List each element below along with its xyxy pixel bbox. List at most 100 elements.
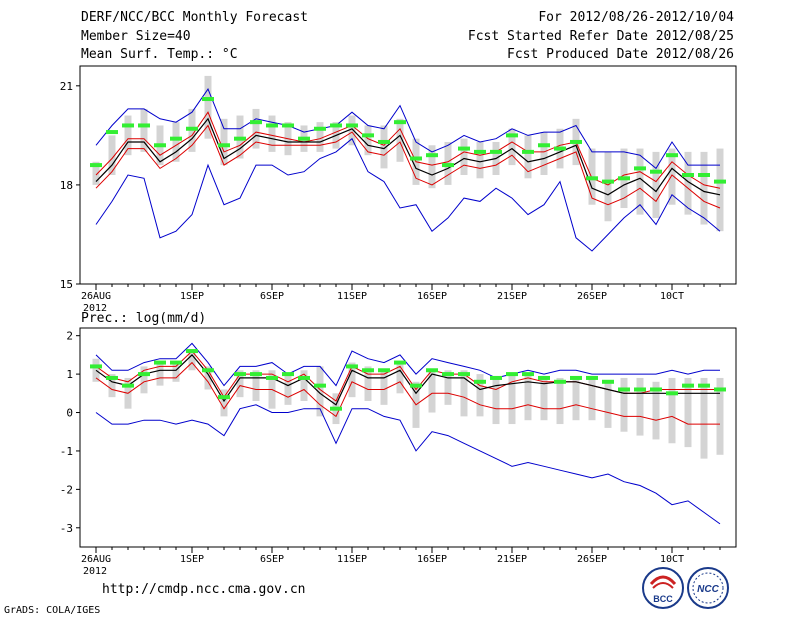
precipitation-spread-box bbox=[540, 377, 548, 421]
precipitation-climatology-marker bbox=[266, 375, 278, 380]
precipitation-climatology-marker bbox=[522, 372, 534, 377]
precipitation-ytick-label: -2 bbox=[60, 483, 73, 496]
precipitation-climatology-marker bbox=[474, 379, 486, 384]
precipitation-xtick-label: 26AUG bbox=[81, 554, 111, 565]
temperature-climatology-marker bbox=[298, 136, 310, 141]
temperature-climatology-marker bbox=[490, 149, 502, 154]
precipitation-spread-box bbox=[252, 370, 260, 401]
temperature-spread-box bbox=[108, 135, 116, 175]
temperature-climatology-marker bbox=[474, 149, 486, 154]
precipitation-spread-box bbox=[620, 377, 628, 432]
precipitation-spread-box bbox=[172, 362, 180, 382]
temperature-spread-box bbox=[604, 151, 612, 222]
temperature-spread-box bbox=[92, 161, 100, 185]
precipitation-xtick-label: 26SEP bbox=[577, 554, 607, 565]
temperature-climatology-marker bbox=[346, 123, 358, 128]
temperature-climatology-marker bbox=[442, 163, 454, 168]
temperature-spread-box bbox=[476, 141, 484, 179]
precipitation-climatology-marker bbox=[202, 368, 214, 373]
temperature-min-line bbox=[95, 137, 721, 252]
precipitation-spread-box bbox=[316, 366, 324, 417]
temperature-climatology-marker bbox=[394, 120, 406, 125]
temperature-spread-box bbox=[204, 75, 212, 139]
precipitation-spread-box bbox=[204, 366, 212, 390]
precipitation-climatology-marker bbox=[186, 349, 198, 354]
precipitation-climatology-marker bbox=[378, 368, 390, 373]
temperature-spread-box bbox=[668, 148, 676, 205]
precipitation-climatology-marker bbox=[618, 387, 630, 392]
temperature-climatology-marker bbox=[714, 179, 726, 184]
temperature-climatology-marker bbox=[138, 123, 150, 128]
temperature-climatology-marker bbox=[410, 156, 422, 161]
precipitation-xtick-sublabel: 2012 bbox=[83, 566, 107, 577]
temperature-spread-box bbox=[428, 145, 436, 189]
temperature-climatology-marker bbox=[650, 169, 662, 174]
precipitation-mean-line bbox=[95, 354, 720, 406]
temperature-ytick-label: 18 bbox=[60, 179, 73, 192]
temperature-climatology-marker bbox=[202, 97, 214, 102]
precipitation-climatology-marker bbox=[346, 364, 358, 369]
temperature-spread-box bbox=[508, 128, 516, 166]
precipitation-plot-frame bbox=[79, 327, 737, 548]
temperature-spread-box bbox=[636, 148, 644, 215]
temperature-spread-box bbox=[684, 151, 692, 215]
temperature-spread-box bbox=[652, 151, 660, 218]
temperature-spread-box bbox=[268, 115, 276, 152]
chart-title: DERF/NCC/BCC Monthly Forecast bbox=[81, 10, 308, 25]
temperature-climatology-marker bbox=[106, 130, 118, 135]
fcst-produced-date: Fcst Produced Date 2012/08/26 bbox=[507, 47, 734, 62]
precipitation-spread-box bbox=[716, 377, 724, 455]
precipitation-spread-box bbox=[524, 374, 532, 421]
footer-url[interactable]: http://cmdp.ncc.cma.gov.cn bbox=[102, 582, 306, 597]
precipitation-spread-box bbox=[572, 377, 580, 421]
temperature-lower-line bbox=[95, 124, 721, 209]
temperature-climatology-marker bbox=[90, 163, 102, 168]
precipitation-xtick-label: 21SEP bbox=[497, 554, 527, 565]
precipitation-spread-box bbox=[140, 366, 148, 394]
precipitation-climatology-marker bbox=[234, 372, 246, 377]
temperature-climatology-marker bbox=[426, 153, 438, 158]
temperature-spread-box bbox=[364, 125, 372, 156]
precipitation-spread-box bbox=[428, 370, 436, 413]
bcc-logo: BCC bbox=[642, 567, 684, 609]
precipitation-spread-box bbox=[652, 381, 660, 440]
precipitation-climatology-marker bbox=[538, 375, 550, 380]
precipitation-spread-box bbox=[364, 366, 372, 401]
precipitation-spread-box bbox=[220, 389, 228, 417]
grads-credit: GrADS: COLA/IGES bbox=[4, 605, 101, 616]
temperature-xtick-label: 16SEP bbox=[417, 291, 447, 302]
temperature-climatology-marker bbox=[282, 123, 294, 128]
temperature-climatology-marker bbox=[570, 139, 582, 144]
temperature-climatology-marker bbox=[378, 139, 390, 144]
precipitation-spread-box bbox=[348, 362, 356, 398]
temperature-upper-line bbox=[95, 111, 721, 189]
precipitation-ytick-label: -3 bbox=[60, 522, 73, 535]
precipitation-spread-box bbox=[156, 362, 164, 386]
temperature-climatology-marker bbox=[250, 120, 262, 125]
precipitation-climatology-marker bbox=[410, 383, 422, 388]
precipitation-climatology-marker bbox=[138, 372, 150, 377]
temperature-spread-box bbox=[316, 122, 324, 152]
precipitation-spread-box bbox=[236, 370, 244, 398]
precipitation-spread-box bbox=[380, 370, 388, 405]
temperature-climatology-marker bbox=[634, 166, 646, 171]
precipitation-ytick-label: -1 bbox=[60, 445, 73, 458]
precipitation-climatology-marker bbox=[442, 372, 454, 377]
precipitation-spread-box bbox=[636, 377, 644, 436]
precipitation-xtick-label: 16SEP bbox=[417, 554, 447, 565]
temperature-xtick-label: 6SEP bbox=[260, 291, 284, 302]
temperature-xtick-label: 11SEP bbox=[337, 291, 367, 302]
precipitation-spread-box bbox=[460, 370, 468, 417]
precipitation-climatology-marker bbox=[634, 387, 646, 392]
precipitation-title: Prec.: log(mm/d) bbox=[81, 311, 206, 326]
temperature-climatology-marker bbox=[586, 176, 598, 181]
precipitation-min-line bbox=[95, 404, 721, 525]
temperature-climatology-marker bbox=[506, 133, 518, 138]
precipitation-climatology-marker bbox=[314, 383, 326, 388]
fcst-started-date: Fcst Started Refer Date 2012/08/25 bbox=[467, 29, 734, 44]
precipitation-climatology-marker bbox=[250, 372, 262, 377]
temperature-spread-box bbox=[380, 125, 388, 169]
precipitation-spread-box bbox=[188, 351, 196, 371]
precipitation-climatology-marker bbox=[122, 383, 134, 388]
